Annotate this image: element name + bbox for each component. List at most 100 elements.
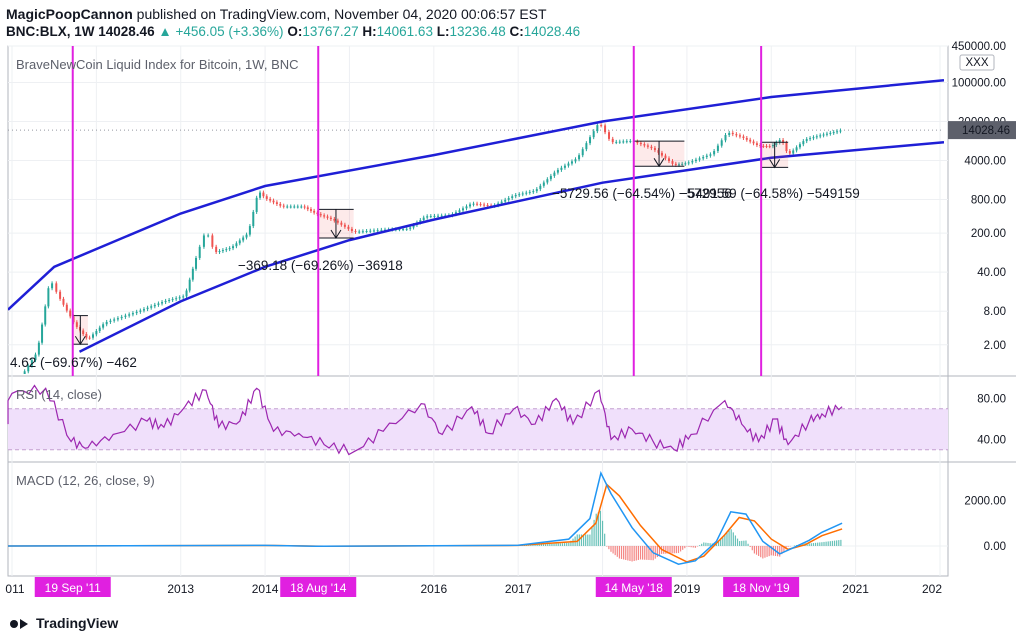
price-candle[interactable] <box>720 140 723 146</box>
price-candle[interactable] <box>347 226 350 229</box>
price-candle[interactable] <box>30 360 33 366</box>
price-candle[interactable] <box>128 314 131 316</box>
price-candle[interactable] <box>98 327 101 331</box>
price-candle[interactable] <box>643 144 646 146</box>
price-candle[interactable] <box>528 191 531 193</box>
date-flag[interactable] <box>595 577 672 597</box>
price-candle[interactable] <box>422 217 425 221</box>
price-candle[interactable] <box>41 324 44 343</box>
price-candle[interactable] <box>775 142 778 146</box>
price-candle[interactable] <box>135 311 138 314</box>
price-candle[interactable] <box>429 216 432 218</box>
price-candle[interactable] <box>405 228 408 230</box>
price-candle[interactable] <box>365 231 368 233</box>
price-candle[interactable] <box>323 215 326 217</box>
price-candle[interactable] <box>245 234 248 238</box>
rsi-pane[interactable] <box>7 384 948 456</box>
price-candle[interactable] <box>574 159 577 162</box>
macd-line[interactable] <box>7 470 843 565</box>
price-candle[interactable] <box>113 319 116 321</box>
price-candle[interactable] <box>124 315 127 317</box>
price-candle[interactable] <box>581 149 584 156</box>
price-candle[interactable] <box>660 152 663 156</box>
price-candle[interactable] <box>329 217 332 219</box>
price-pane[interactable] <box>0 78 948 432</box>
price-candle[interactable] <box>724 134 727 141</box>
price-candle[interactable] <box>88 337 91 339</box>
price-candle[interactable] <box>709 154 712 156</box>
price-candle[interactable] <box>461 208 464 211</box>
price-candle[interactable] <box>483 204 486 206</box>
price-candle[interactable] <box>521 193 524 195</box>
price-candle[interactable] <box>286 206 289 208</box>
price-candle[interactable] <box>815 136 818 138</box>
price-candle[interactable] <box>419 220 422 223</box>
price-candle[interactable] <box>454 212 457 215</box>
price-candle[interactable] <box>157 303 160 305</box>
price-candle[interactable] <box>296 206 299 208</box>
price-candle[interactable] <box>102 324 105 328</box>
price-candle[interactable] <box>437 215 440 217</box>
price-candle[interactable] <box>412 225 415 228</box>
price-candle[interactable] <box>691 161 694 163</box>
price-candle[interactable] <box>802 141 805 145</box>
price-candle[interactable] <box>698 158 701 160</box>
price-candle[interactable] <box>2 402 4 406</box>
price-candle[interactable] <box>44 306 47 325</box>
price-candle[interactable] <box>809 138 812 140</box>
price-candle[interactable] <box>479 204 482 206</box>
price-candle[interactable] <box>511 196 514 199</box>
price-candle[interactable] <box>535 189 538 192</box>
price-candle[interactable] <box>592 131 595 138</box>
price-candle[interactable] <box>218 251 221 253</box>
price-candle[interactable] <box>178 297 181 299</box>
price-candle[interactable] <box>765 146 768 148</box>
price-candle[interactable] <box>713 151 716 155</box>
price-candle[interactable] <box>829 132 832 134</box>
price-candle[interactable] <box>646 145 649 147</box>
price-candle[interactable] <box>604 125 607 133</box>
price-candle[interactable] <box>191 268 194 280</box>
price-candle[interactable] <box>735 134 738 136</box>
price-candle[interactable] <box>694 159 697 162</box>
price-candle[interactable] <box>248 226 251 235</box>
price-candle[interactable] <box>153 304 156 307</box>
price-candle[interactable] <box>5 397 7 401</box>
price-candle[interactable] <box>500 201 503 204</box>
price-candle[interactable] <box>37 342 40 355</box>
price-candle[interactable] <box>745 137 748 140</box>
price-candle[interactable] <box>465 206 468 209</box>
price-candle[interactable] <box>333 218 336 221</box>
price-candle[interactable] <box>85 334 88 338</box>
price-candle[interactable] <box>514 194 517 197</box>
price-candle[interactable] <box>65 304 68 311</box>
price-candle[interactable] <box>625 141 628 143</box>
price-candle[interactable] <box>705 155 708 158</box>
price-candle[interactable] <box>225 249 228 251</box>
price-candle[interactable] <box>255 197 258 212</box>
price-candle[interactable] <box>164 300 167 303</box>
price-candle[interactable] <box>426 216 429 218</box>
price-candle[interactable] <box>755 143 758 146</box>
price-candle[interactable] <box>785 142 788 152</box>
price-candle[interactable] <box>556 169 559 173</box>
price-candle[interactable] <box>168 300 171 302</box>
price-candle[interactable] <box>687 162 690 164</box>
price-candle[interactable] <box>105 321 108 325</box>
price-candle[interactable] <box>69 310 72 317</box>
price-candle[interactable] <box>161 302 164 304</box>
price-candle[interactable] <box>542 182 545 186</box>
price-candle[interactable] <box>549 175 552 180</box>
price-candle[interactable] <box>319 214 322 216</box>
price-candle[interactable] <box>678 164 680 166</box>
price-candle[interactable] <box>242 237 245 241</box>
price-candle[interactable] <box>611 138 614 143</box>
price-candle[interactable] <box>702 157 705 159</box>
price-candle[interactable] <box>596 125 599 132</box>
price-candle[interactable] <box>681 163 684 165</box>
price-candle[interactable] <box>504 199 507 202</box>
price-candle[interactable] <box>667 158 670 162</box>
macd-pane[interactable] <box>7 470 948 565</box>
price-candle[interactable] <box>139 310 142 312</box>
price-candle[interactable] <box>563 165 566 168</box>
